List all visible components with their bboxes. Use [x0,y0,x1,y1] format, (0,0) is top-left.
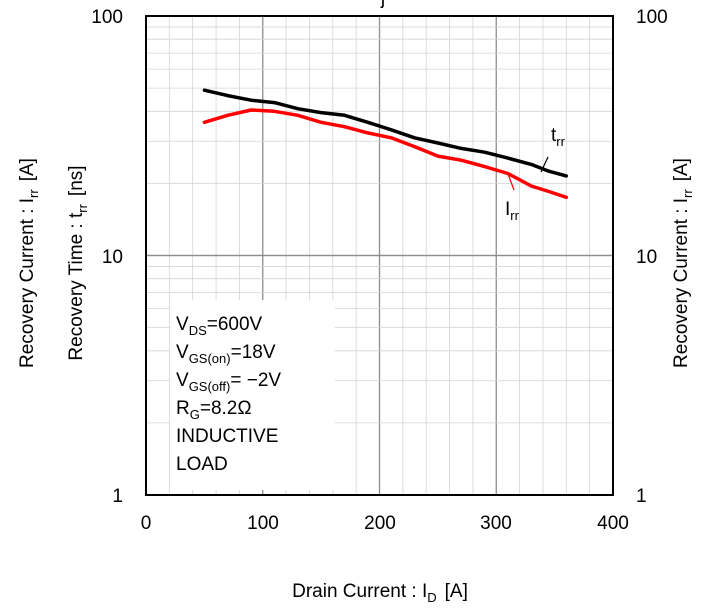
chart-grid [146,16,613,495]
conditions-box [170,300,335,490]
condition-line: LOAD [176,454,228,475]
condition-line: VGS(off)= −2V [176,370,281,394]
trr-leader-line [540,156,549,173]
irr-leader-line [507,173,515,191]
conditions-text: VDS=600V VGS(on)=18V VGS(off)= −2V RG=8.2Ω I… [176,314,281,475]
y-axis-label-right: Recovery Current : Irr[A] [671,158,695,368]
title-fragment: j [380,0,385,9]
chart-series [202,88,569,200]
y-axis-label-left-current: Recovery Current : Irr[A] [17,158,41,368]
x-tick-label-0: 0 [141,513,152,534]
y-tick-label-right-10: 10 [636,247,657,268]
x-tick-label-100: 100 [247,513,279,534]
plot-frame [145,15,614,496]
x-tick-label-200: 200 [364,513,396,534]
x-axis-label: Drain Current : ID [A] [292,581,468,605]
series-label-irr: Irr [505,199,520,223]
series-label-trr: trr [551,125,566,149]
condition-line: INDUCTIVE [176,426,278,447]
series-line-trr [202,88,569,178]
condition-line: RG=8.2Ω [176,398,252,422]
y-tick-label-right-100: 100 [636,7,668,28]
y-axis-label-left-time: Recovery Time : trr[ns] [66,165,90,360]
x-tick-label-300: 300 [480,513,512,534]
y-tick-label-left-100: 100 [91,7,123,28]
x-tick-label-400: 400 [597,513,629,534]
condition-line: VGS(on)=18V [176,342,276,366]
series-line-irr [202,108,569,200]
y-tick-label-right-1: 1 [636,486,647,507]
y-tick-label-left-10: 10 [102,247,123,268]
condition-line: VDS=600V [176,314,263,338]
y-tick-label-left-1: 1 [112,486,123,507]
